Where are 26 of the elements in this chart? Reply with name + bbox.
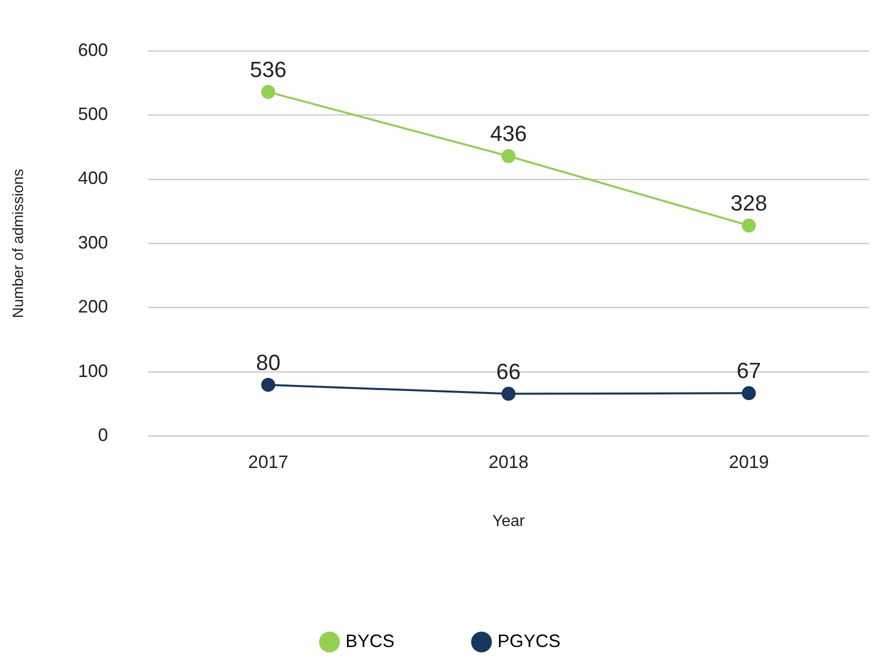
x-tick-label: 2018 [488,452,529,472]
y-tick-label: 0 [98,425,108,446]
y-tick-label: 400 [78,168,108,188]
data-label: 536 [250,56,287,82]
y-tick-label: 300 [78,232,108,252]
point [261,378,276,392]
data-label: 80 [256,350,280,375]
x-axis-title: Year [492,512,526,530]
data-label: 66 [496,358,521,384]
y-tick-label: 600 [78,40,108,60]
legend-label: PGYCS [498,630,561,651]
y-tick-label: 100 [78,360,108,381]
data-label: 328 [730,190,768,216]
legend-label: BYCS [345,630,395,651]
x-tick-label: 2017 [248,452,288,472]
data-label: 436 [490,121,527,146]
data-label: 67 [736,358,762,384]
point [742,386,756,400]
y-tick-label: 200 [78,296,108,317]
x-tick-label: 2019 [728,452,769,472]
y-axis-title: Number of admissions [10,168,28,318]
point [502,149,516,164]
y-tick-label: 500 [78,104,108,124]
point [742,218,756,233]
point [261,84,276,99]
point [502,386,516,401]
